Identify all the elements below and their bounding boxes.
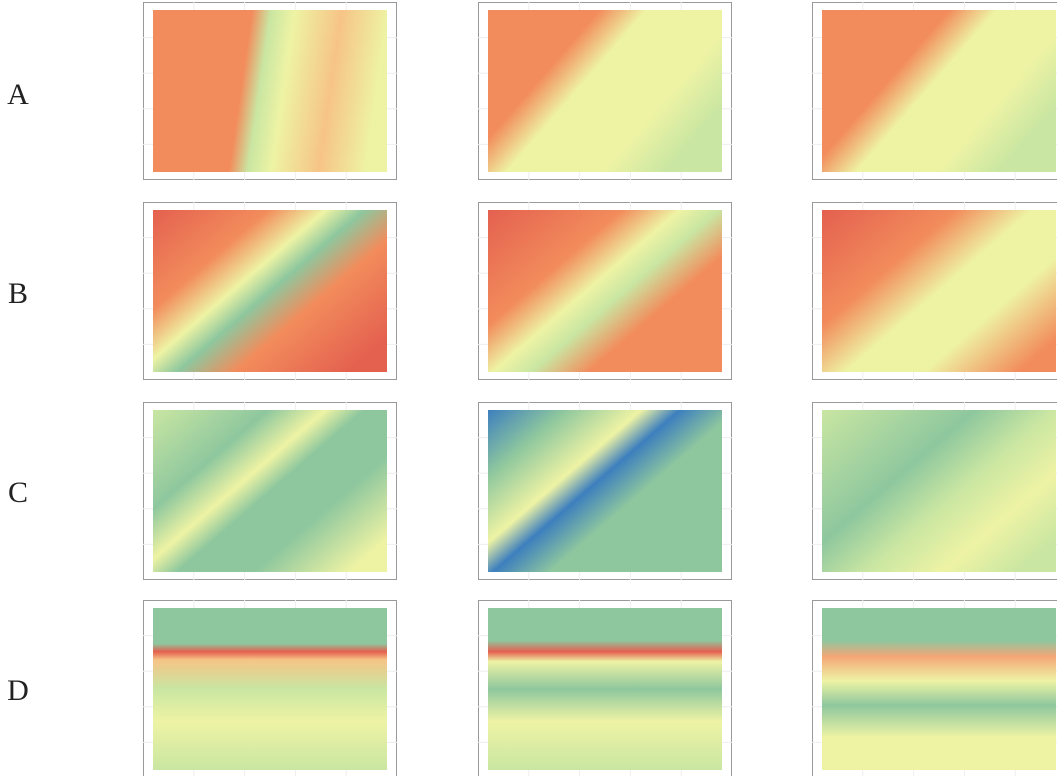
heatmap-image (153, 410, 387, 572)
heatmap-image (822, 10, 1056, 172)
row-label: D (7, 674, 29, 707)
panel-grid (143, 2, 1057, 776)
heatmap-image (488, 210, 722, 372)
heatmap-image (488, 10, 722, 172)
heatmap-image (822, 608, 1056, 770)
heatmap-image (153, 210, 387, 372)
heatmap-image (153, 10, 387, 172)
row-label: A (7, 78, 29, 111)
heatmap-image (488, 410, 722, 572)
row-label: C (8, 476, 28, 509)
heatmap-image (153, 608, 387, 770)
heatmap-image (822, 410, 1056, 572)
row-label: B (8, 277, 28, 310)
heatmap-image (488, 608, 722, 770)
heatmap-image (822, 210, 1056, 372)
